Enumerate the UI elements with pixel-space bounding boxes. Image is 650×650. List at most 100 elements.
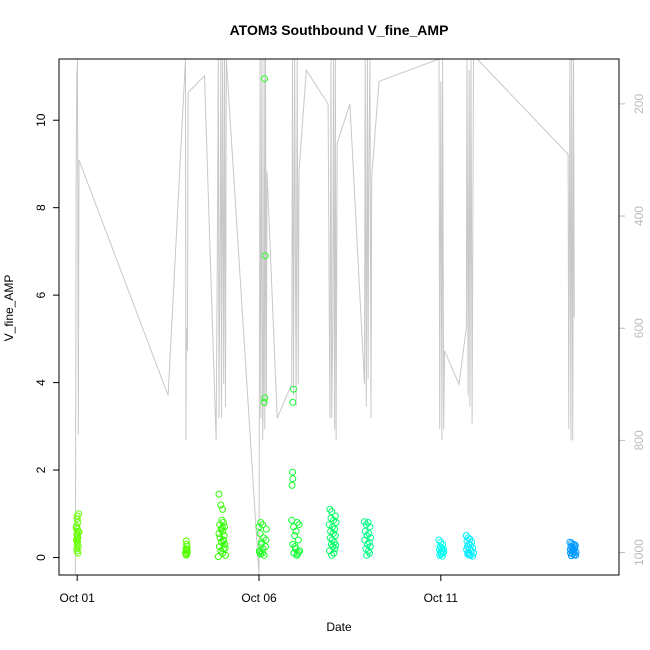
data-point (219, 527, 227, 535)
secondary-y-tick-label: 800 (632, 430, 646, 450)
y-tick-label: 0 (34, 554, 48, 561)
data-point (261, 75, 268, 83)
data-point (262, 536, 270, 544)
data-point (215, 490, 223, 498)
data-point (261, 252, 269, 260)
y-tick-label: 2 (34, 466, 48, 473)
data-point (257, 519, 265, 526)
data-point (289, 475, 297, 483)
series-group-1 (72, 510, 83, 557)
data-point (361, 527, 369, 535)
series-group-7 (361, 518, 375, 559)
y-tick-label: 8 (34, 204, 48, 211)
data-point (220, 532, 228, 540)
data-point (332, 519, 340, 526)
data-point (464, 534, 472, 542)
data-point (219, 519, 227, 526)
data-point (289, 398, 297, 406)
data-point (294, 550, 301, 558)
data-point (221, 544, 229, 552)
data-point (262, 525, 270, 533)
data-point (366, 523, 374, 531)
data-point (365, 530, 373, 537)
data-point (259, 521, 267, 529)
x-tick-label: Oct 06 (241, 591, 277, 605)
data-point (74, 549, 82, 557)
data-point (288, 481, 296, 489)
series-group-5 (288, 385, 304, 559)
chart-title: ATOM3 Southbound V_fine_AMP (230, 22, 449, 38)
data-point (261, 394, 269, 402)
data-point (364, 519, 372, 526)
data-point (256, 548, 264, 556)
data-point (289, 468, 296, 476)
data-point (362, 521, 370, 529)
data-point (328, 508, 336, 516)
x-axis-label: Date (326, 620, 352, 634)
series-group-8 (435, 536, 448, 560)
data-point (291, 532, 299, 540)
data-point (256, 530, 264, 537)
data-point (326, 534, 334, 542)
data-point (73, 535, 81, 543)
data-point (363, 551, 371, 559)
data-point (295, 548, 303, 556)
data-point (293, 519, 301, 526)
series-group-2 (182, 537, 191, 559)
data-point (569, 547, 577, 554)
data-point (214, 553, 222, 561)
data-point (73, 515, 81, 523)
series-group-6 (325, 505, 340, 559)
data-point (217, 501, 225, 509)
data-point (331, 512, 339, 520)
data-point (366, 543, 374, 551)
series-group-9 (462, 532, 477, 560)
secondary-y-tick-label: 200 (632, 94, 646, 114)
data-point (328, 551, 336, 559)
data-point (218, 524, 226, 532)
series-group-10 (566, 538, 580, 560)
data-point (328, 536, 336, 544)
data-point (182, 551, 190, 559)
secondary-series-line (74, 59, 575, 575)
series-group-3 (214, 490, 229, 561)
y-axis-label: V_fine_AMP (2, 275, 16, 342)
secondary-y-tick-label: 400 (632, 206, 646, 226)
data-point (329, 523, 336, 531)
y-tick-label: 10 (34, 113, 48, 127)
y-tick-label: 6 (34, 291, 48, 298)
data-point (260, 398, 268, 406)
data-point (257, 540, 265, 548)
y-tick-label: 4 (34, 379, 48, 386)
data-point (290, 385, 297, 393)
data-point (567, 543, 575, 551)
data-point (469, 552, 476, 560)
data-point (367, 534, 375, 542)
data-point (363, 532, 371, 540)
plot-frame (58, 58, 620, 576)
secondary-y-tick-label: 1000 (632, 539, 646, 566)
data-point (220, 537, 228, 545)
secondary-series-layer (74, 59, 575, 575)
data-point (255, 523, 263, 531)
data-point (435, 536, 443, 544)
data-point (326, 547, 333, 555)
data-point (438, 552, 446, 560)
secondary-y-tick-label: 600 (632, 318, 646, 338)
data-point (332, 541, 340, 549)
data-point (219, 505, 227, 513)
data-point (75, 528, 83, 536)
data-point (462, 532, 470, 540)
data-point (440, 547, 448, 555)
data-point (330, 549, 338, 557)
data-point (291, 543, 299, 551)
x-tick-label: Oct 01 (60, 591, 96, 605)
data-point (326, 505, 334, 513)
data-point (292, 527, 300, 535)
x-tick-label: Oct 11 (424, 591, 459, 605)
data-point (331, 525, 339, 533)
data-point (571, 543, 579, 551)
data-point (75, 510, 83, 518)
series-group-4 (255, 75, 270, 559)
